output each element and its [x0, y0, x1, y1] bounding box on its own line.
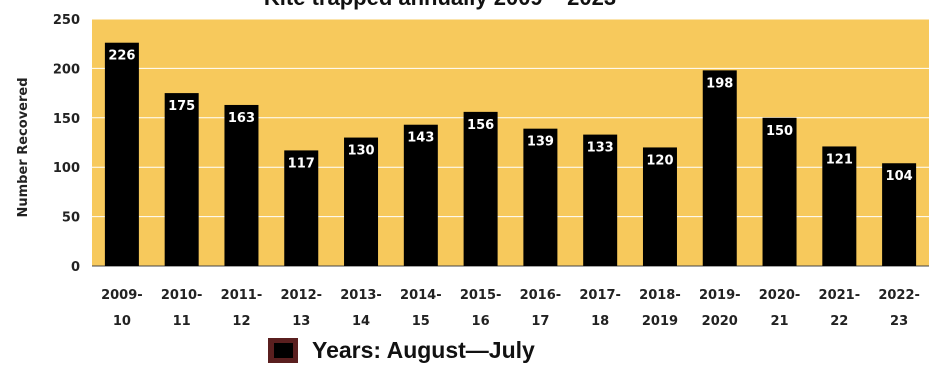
data-label: 120 — [646, 153, 673, 168]
x-tick-label: 13 — [292, 314, 310, 329]
x-tick-label: 2009- — [101, 288, 143, 303]
bar — [583, 134, 618, 266]
x-tick-label: 15 — [412, 314, 430, 329]
y-axis-label: Number Recovered — [16, 77, 31, 217]
bar — [822, 146, 857, 266]
bar — [403, 124, 438, 266]
data-label: 150 — [766, 124, 793, 139]
x-tick-label: 22 — [830, 314, 848, 329]
bar — [702, 70, 737, 266]
y-tick-label: 150 — [53, 112, 80, 127]
x-tick-label: 2022- — [878, 288, 920, 303]
x-tick-label: 2020- — [759, 288, 801, 303]
bar — [284, 150, 319, 266]
y-tick-label: 200 — [53, 62, 80, 77]
data-label: 117 — [288, 156, 315, 171]
chart-title: Kite trapped annually 2009 – 2023 — [264, 0, 616, 10]
bar — [463, 111, 498, 266]
x-tick-label: 2019- — [699, 288, 741, 303]
y-tick-label: 0 — [71, 260, 80, 275]
data-label: 198 — [706, 76, 733, 91]
x-tick-label: 2013- — [340, 288, 382, 303]
data-label: 156 — [467, 118, 494, 133]
legend-label: Years: August—July — [312, 337, 535, 363]
x-tick-label: 16 — [472, 314, 490, 329]
x-tick-label: 2015- — [460, 288, 502, 303]
bar — [642, 147, 677, 266]
x-tick-label: 2011- — [221, 288, 263, 303]
legend-swatch — [268, 338, 298, 363]
x-tick-label: 2019 — [642, 314, 678, 329]
x-tick-label: 2010- — [161, 288, 203, 303]
plot-area — [92, 19, 929, 266]
x-tick-label: 10 — [113, 314, 131, 329]
x-tick-label: 11 — [173, 314, 191, 329]
bar — [762, 117, 797, 266]
data-label: 175 — [168, 99, 195, 114]
x-tick-label: 2021- — [819, 288, 861, 303]
x-tick-label: 18 — [591, 314, 609, 329]
x-tick-label: 12 — [232, 314, 250, 329]
data-label: 163 — [228, 111, 255, 126]
data-label: 139 — [527, 135, 554, 150]
data-label: 226 — [108, 49, 135, 64]
bar — [104, 42, 139, 266]
x-tick-label: 2014- — [400, 288, 442, 303]
x-tick-label: 2018- — [639, 288, 681, 303]
bar — [224, 104, 259, 267]
data-label: 104 — [886, 169, 913, 184]
x-tick-label: 2012- — [280, 288, 322, 303]
data-label: 121 — [826, 152, 853, 167]
y-tick-label: 100 — [53, 161, 80, 176]
y-tick-label: 50 — [62, 211, 80, 226]
x-tick-label: 14 — [352, 314, 370, 329]
data-label: 130 — [347, 144, 374, 159]
x-tick-label: 21 — [770, 314, 788, 329]
data-label: 143 — [407, 131, 434, 146]
x-tick-label: 17 — [531, 314, 549, 329]
data-label: 133 — [587, 141, 614, 156]
bar — [344, 137, 379, 266]
bar — [164, 93, 199, 266]
bar — [882, 163, 917, 266]
legend: Years: August—July — [268, 337, 535, 364]
x-tick-label: 2020 — [702, 314, 738, 329]
x-tick-label: 2017- — [579, 288, 621, 303]
x-tick-label: 2016- — [520, 288, 562, 303]
bar — [523, 128, 558, 266]
x-tick-label: 23 — [890, 314, 908, 329]
y-tick-label: 250 — [53, 13, 80, 28]
